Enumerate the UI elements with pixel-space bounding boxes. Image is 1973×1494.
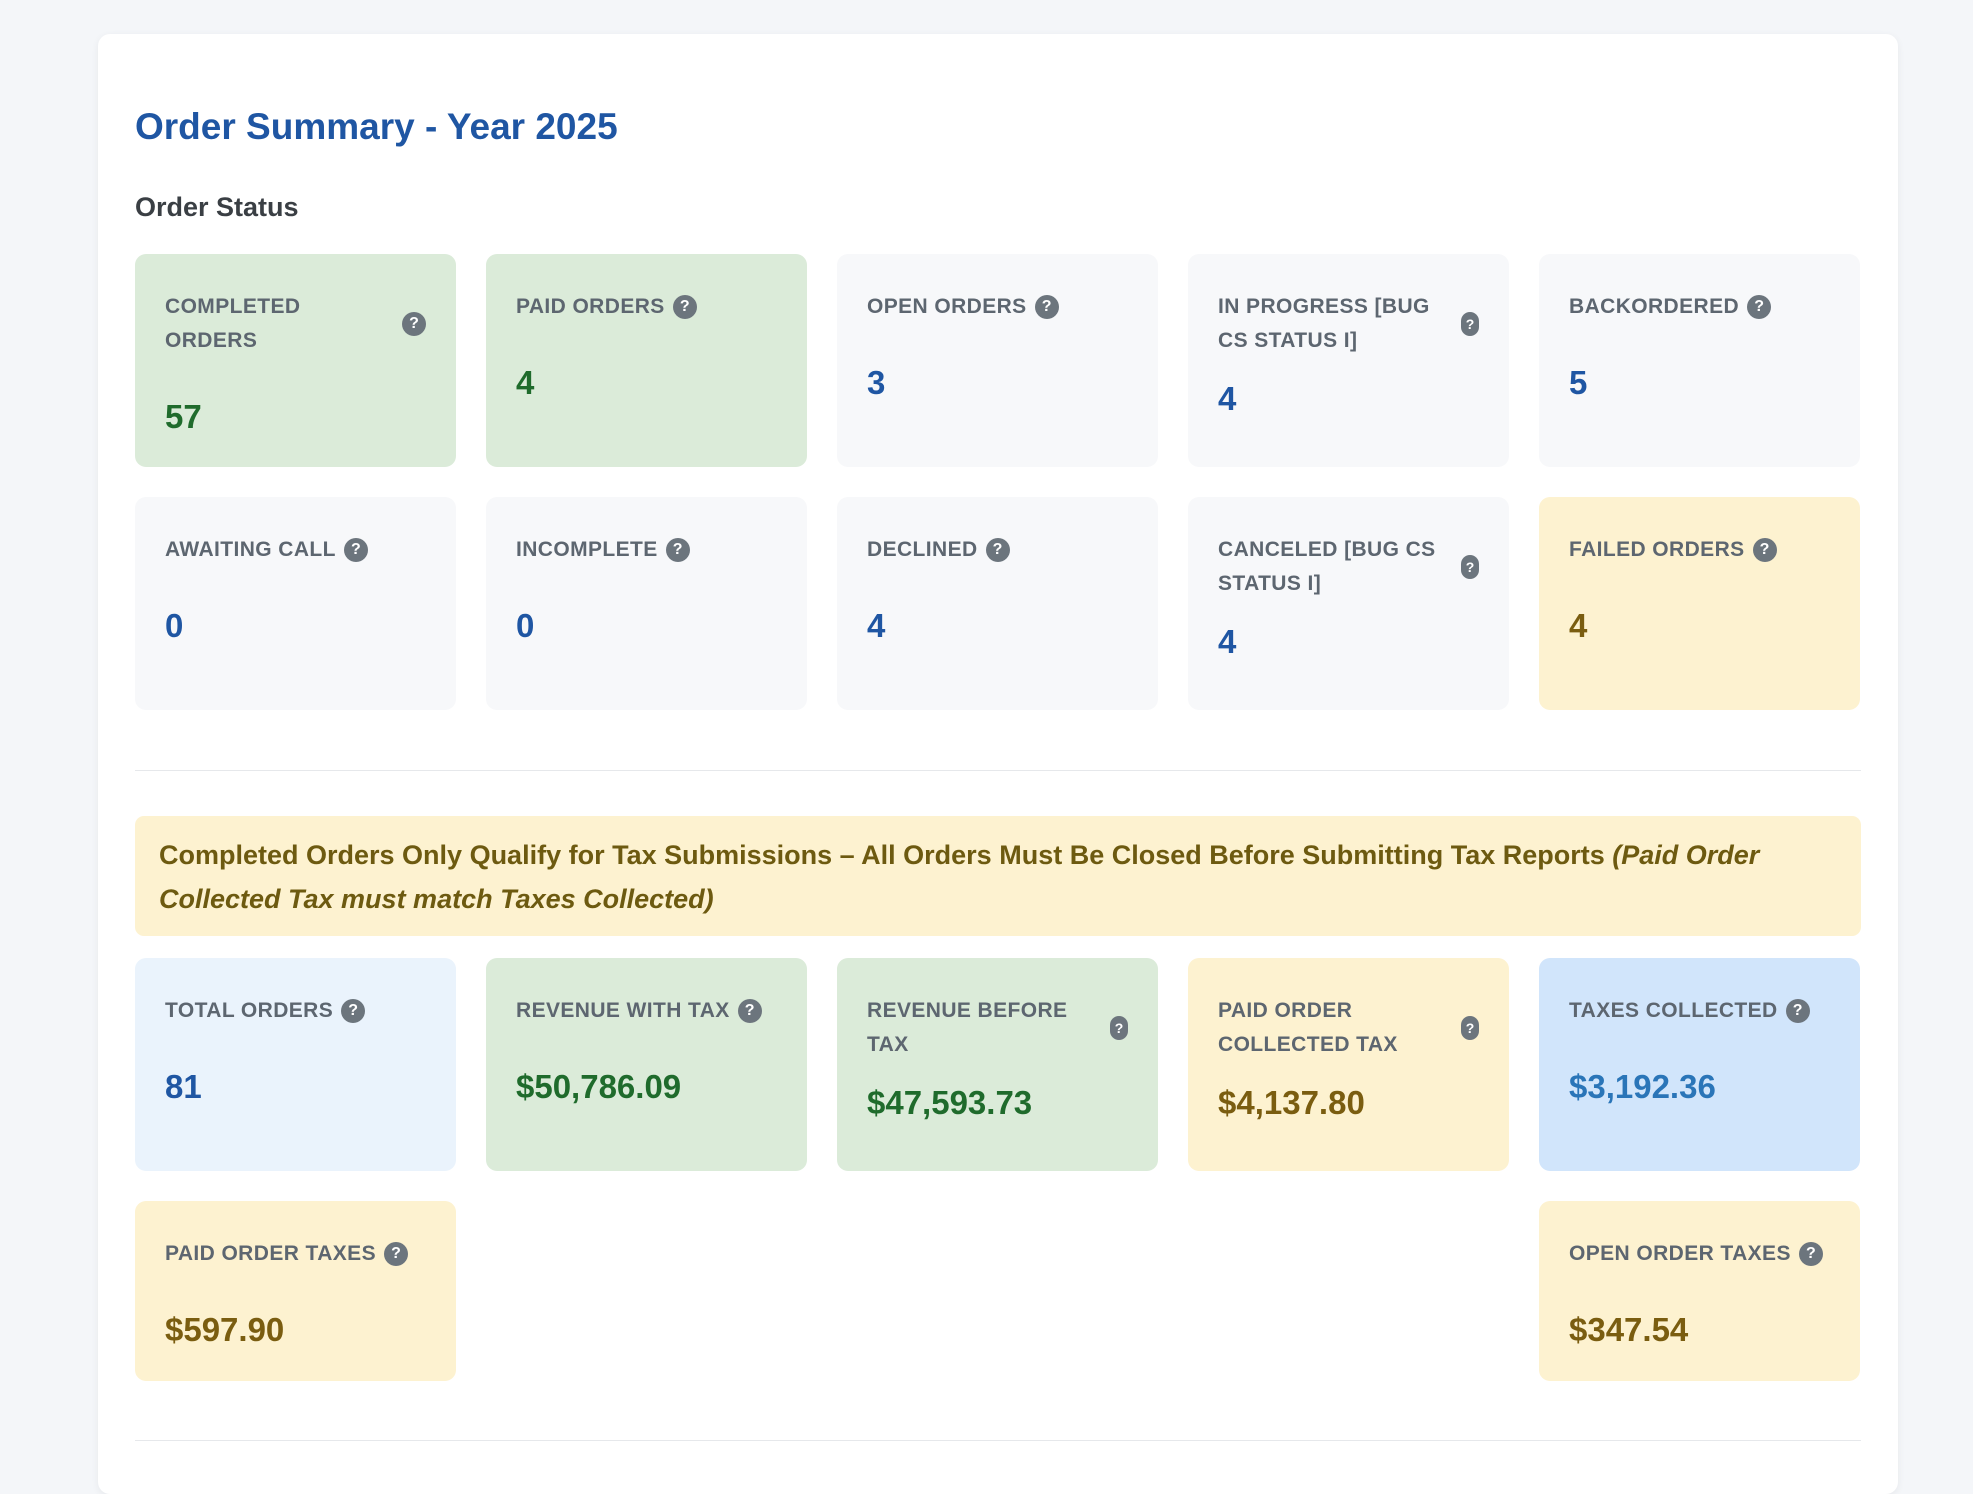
card-backordered: BACKORDERED? 5 <box>1539 254 1860 467</box>
help-icon[interactable]: ? <box>1461 555 1479 579</box>
card-declined: DECLINED? 4 <box>837 497 1158 710</box>
card-value: $3,192.36 <box>1569 1068 1716 1105</box>
section-title-order-status: Order Status <box>135 192 299 222</box>
card-value: 57 <box>165 398 202 435</box>
card-label: PAID ORDERS <box>516 295 665 318</box>
help-icon[interactable]: ? <box>665 538 690 562</box>
card-value: 0 <box>516 607 535 644</box>
order-status-grid: COMPLETED ORDERS? 57 PAID ORDERS? 4 OPEN… <box>135 254 1860 710</box>
help-icon[interactable]: ? <box>402 312 426 336</box>
help-icon[interactable]: ? <box>341 999 366 1023</box>
card-failed-orders: FAILED ORDERS? 4 <box>1539 497 1860 710</box>
card-open-orders: OPEN ORDERS? 3 <box>837 254 1158 467</box>
card-value: 4 <box>1218 623 1237 660</box>
order-summary-panel: Order Summary - Year 2025 Order Status C… <box>98 34 1898 1494</box>
card-value: $347.54 <box>1569 1311 1689 1348</box>
card-value: 0 <box>165 607 184 644</box>
card-value: 3 <box>867 364 886 401</box>
card-open-order-taxes: OPEN ORDER TAXES? $347.54 <box>1539 1201 1860 1381</box>
card-label: PAID ORDER COLLECTED TAX <box>1218 999 1398 1056</box>
card-label: COMPLETED ORDERS <box>165 295 301 352</box>
card-label: REVENUE BEFORE TAX <box>867 999 1068 1056</box>
empty-slot <box>837 1201 1158 1381</box>
empty-slot <box>486 1201 807 1381</box>
section-divider-bottom <box>135 1440 1861 1441</box>
card-value: 4 <box>1218 380 1237 417</box>
card-label: AWAITING CALL <box>165 538 336 561</box>
card-label: TOTAL ORDERS <box>165 999 334 1022</box>
card-label: TAXES COLLECTED <box>1569 999 1778 1022</box>
card-value: 4 <box>867 607 886 644</box>
help-icon[interactable]: ? <box>1461 1016 1479 1040</box>
card-value: $50,786.09 <box>516 1068 682 1105</box>
card-paid-order-taxes: PAID ORDER TAXES? $597.90 <box>135 1201 456 1381</box>
totals-grid: TOTAL ORDERS? 81 REVENUE WITH TAX? $50,7… <box>135 958 1860 1171</box>
card-value: $47,593.73 <box>867 1084 1033 1121</box>
help-icon[interactable]: ? <box>737 999 762 1023</box>
card-label: IN PROGRESS [BUG CS STATUS I] <box>1218 295 1430 352</box>
card-awaiting-call: AWAITING CALL? 0 <box>135 497 456 710</box>
card-completed-orders: COMPLETED ORDERS? 57 <box>135 254 456 467</box>
page-title: Order Summary - Year 2025 <box>135 106 618 147</box>
empty-slot <box>1188 1201 1509 1381</box>
card-value: 4 <box>516 364 535 401</box>
card-revenue-before-tax: REVENUE BEFORE TAX? $47,593.73 <box>837 958 1158 1171</box>
card-label: CANCELED [BUG CS STATUS I] <box>1218 538 1436 595</box>
section-divider <box>135 770 1861 771</box>
card-revenue-with-tax: REVENUE WITH TAX? $50,786.09 <box>486 958 807 1171</box>
card-label: OPEN ORDERS <box>867 295 1027 318</box>
card-value: $4,137.80 <box>1218 1084 1365 1121</box>
card-label: REVENUE WITH TAX <box>516 999 730 1022</box>
card-label: FAILED ORDERS <box>1569 538 1745 561</box>
card-value: 4 <box>1569 607 1588 644</box>
help-icon[interactable]: ? <box>985 538 1010 562</box>
card-taxes-collected: TAXES COLLECTED? $3,192.36 <box>1539 958 1860 1171</box>
help-icon[interactable]: ? <box>1110 1016 1128 1040</box>
card-label: OPEN ORDER TAXES <box>1569 1242 1791 1265</box>
card-label: INCOMPLETE <box>516 538 658 561</box>
card-label: BACKORDERED <box>1569 295 1740 318</box>
card-incomplete: INCOMPLETE? 0 <box>486 497 807 710</box>
tax-breakdown-grid: PAID ORDER TAXES? $597.90 OPEN ORDER TAX… <box>135 1201 1860 1381</box>
help-icon[interactable]: ? <box>343 538 368 562</box>
help-icon[interactable]: ? <box>1785 999 1810 1023</box>
card-paid-orders: PAID ORDERS? 4 <box>486 254 807 467</box>
card-canceled: CANCELED [BUG CS STATUS I]? 4 <box>1188 497 1509 710</box>
help-icon[interactable]: ? <box>1461 312 1479 336</box>
help-icon[interactable]: ? <box>1747 295 1772 319</box>
help-icon[interactable]: ? <box>1752 538 1777 562</box>
help-icon[interactable]: ? <box>1034 295 1059 319</box>
help-icon[interactable]: ? <box>672 295 697 319</box>
card-value: 81 <box>165 1068 202 1105</box>
card-paid-order-collected-tax: PAID ORDER COLLECTED TAX? $4,137.80 <box>1188 958 1509 1171</box>
card-in-progress: IN PROGRESS [BUG CS STATUS I]? 4 <box>1188 254 1509 467</box>
card-label: PAID ORDER TAXES <box>165 1242 376 1265</box>
card-value: $597.90 <box>165 1311 285 1348</box>
card-label: DECLINED <box>867 538 978 561</box>
tax-notice-banner: Completed Orders Only Qualify for Tax Su… <box>135 816 1861 936</box>
help-icon[interactable]: ? <box>1798 1242 1823 1266</box>
notice-italic-text: (Paid Order Collected Tax must match Tax… <box>159 840 1760 914</box>
card-value: 5 <box>1569 364 1588 401</box>
help-icon[interactable]: ? <box>383 1242 408 1266</box>
notice-text: Completed Orders Only Qualify for Tax Su… <box>159 840 1613 870</box>
card-total-orders: TOTAL ORDERS? 81 <box>135 958 456 1171</box>
